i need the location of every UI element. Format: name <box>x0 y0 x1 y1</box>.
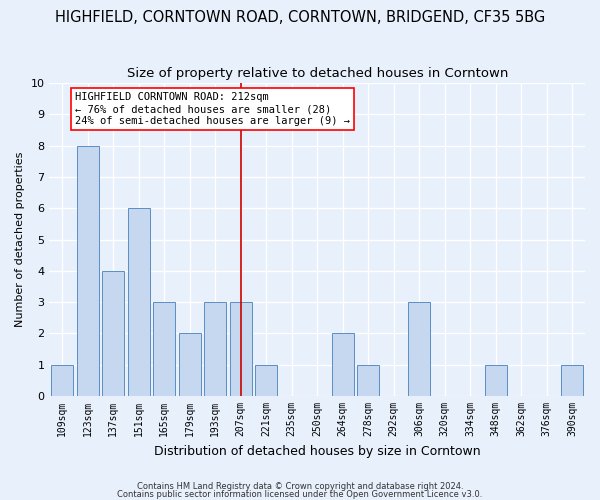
Bar <box>154 302 175 396</box>
Bar <box>485 365 506 396</box>
Bar <box>230 302 251 396</box>
Bar <box>562 365 583 396</box>
Bar <box>179 334 200 396</box>
Bar <box>77 146 98 396</box>
Bar <box>256 365 277 396</box>
Bar <box>128 208 149 396</box>
Text: HIGHFIELD CORNTOWN ROAD: 212sqm
← 76% of detached houses are smaller (28)
24% of: HIGHFIELD CORNTOWN ROAD: 212sqm ← 76% of… <box>75 92 350 126</box>
Bar <box>205 302 226 396</box>
X-axis label: Distribution of detached houses by size in Corntown: Distribution of detached houses by size … <box>154 444 481 458</box>
Text: Contains public sector information licensed under the Open Government Licence v3: Contains public sector information licen… <box>118 490 482 499</box>
Bar <box>358 365 379 396</box>
Bar <box>52 365 73 396</box>
Bar <box>409 302 430 396</box>
Bar <box>332 334 353 396</box>
Title: Size of property relative to detached houses in Corntown: Size of property relative to detached ho… <box>127 68 508 80</box>
Text: Contains HM Land Registry data © Crown copyright and database right 2024.: Contains HM Land Registry data © Crown c… <box>137 482 463 491</box>
Bar <box>103 271 124 396</box>
Y-axis label: Number of detached properties: Number of detached properties <box>15 152 25 327</box>
Text: HIGHFIELD, CORNTOWN ROAD, CORNTOWN, BRIDGEND, CF35 5BG: HIGHFIELD, CORNTOWN ROAD, CORNTOWN, BRID… <box>55 10 545 25</box>
